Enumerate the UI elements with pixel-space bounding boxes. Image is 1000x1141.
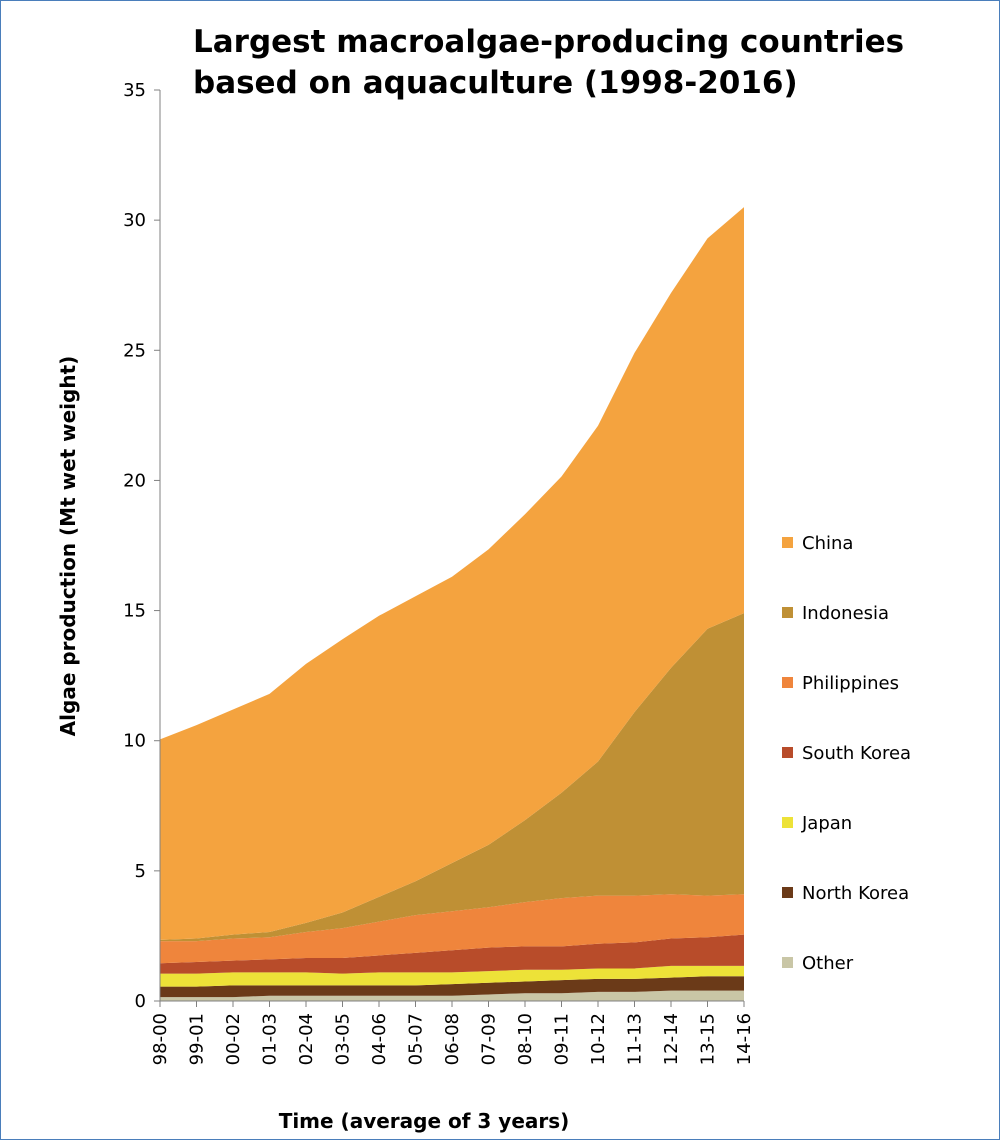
legend-label: Indonesia xyxy=(802,603,889,624)
y-axis-label: Algae production (Mt wet weight) xyxy=(56,356,80,737)
area-indonesia xyxy=(160,613,744,942)
legend-item-south-korea: South Korea xyxy=(782,743,911,764)
x-tick-label: 05-07 xyxy=(406,1013,427,1065)
area-philippines xyxy=(160,894,744,964)
legend-swatch xyxy=(782,607,793,618)
legend-item-indonesia: Indonesia xyxy=(782,603,889,624)
x-tick-label: 01-03 xyxy=(260,1013,281,1065)
y-tick-label: 25 xyxy=(123,340,146,361)
x-tick-label: 12-14 xyxy=(661,1013,682,1065)
chart-title-line1: Largest macroalgae-producing countries xyxy=(193,24,904,60)
legend-label: China xyxy=(802,533,853,554)
y-tick-label: 5 xyxy=(135,861,146,882)
x-tick-label: 14-16 xyxy=(734,1013,755,1065)
y-tick-label: 15 xyxy=(123,601,146,622)
x-tick-label: 09-11 xyxy=(552,1013,573,1065)
y-tick-label: 10 xyxy=(123,731,146,752)
legend-swatch xyxy=(782,957,793,968)
x-tick-label: 99-01 xyxy=(187,1013,208,1065)
y-tick-label: 0 xyxy=(135,991,146,1012)
y-tick-label: 30 xyxy=(123,210,146,231)
legend-label: South Korea xyxy=(802,743,911,764)
chart-title-line2: based on aquaculture (1998-2016) xyxy=(193,65,798,101)
area-south-korea xyxy=(160,934,744,974)
y-tick-label: 20 xyxy=(123,470,146,491)
legend-item-other: Other xyxy=(782,953,854,974)
legend-swatch xyxy=(782,677,793,688)
area-china xyxy=(160,207,744,940)
legend-item-china: China xyxy=(782,533,853,554)
legend-label: North Korea xyxy=(802,883,909,904)
legend-item-japan: Japan xyxy=(782,813,852,834)
x-tick-label: 02-04 xyxy=(296,1013,317,1065)
x-axis-label: Time (average of 3 years) xyxy=(279,1109,570,1133)
legend-item-north-korea: North Korea xyxy=(782,883,909,904)
x-tick-label: 04-06 xyxy=(369,1013,390,1065)
x-tick-label: 03-05 xyxy=(333,1013,354,1065)
x-tick-label: 13-15 xyxy=(698,1013,719,1065)
x-tick-label: 08-10 xyxy=(515,1013,536,1065)
x-tick-label: 06-08 xyxy=(442,1013,463,1065)
area-japan xyxy=(160,965,744,987)
legend-label: Japan xyxy=(801,813,852,834)
legend-swatch xyxy=(782,887,793,898)
legend-label: Other xyxy=(802,953,854,974)
legend-item-philippines: Philippines xyxy=(782,673,899,694)
legend-swatch xyxy=(782,747,793,758)
x-tick-label: 00-02 xyxy=(223,1013,244,1065)
legend: China Indonesia Philippines South Korea Japa… xyxy=(782,533,911,974)
x-axis-ticks: 98-00 99-01 00-02 01-03 02-04 03-05 04-06 05-07… xyxy=(150,1001,755,1065)
x-tick-label: 98-00 xyxy=(150,1013,171,1065)
y-tick-label: 35 xyxy=(123,80,146,101)
legend-label: Philippines xyxy=(802,673,899,694)
y-axis-ticks: 0 5 10 15 20 25 30 35 xyxy=(123,80,160,1012)
x-tick-label: 07-09 xyxy=(479,1013,500,1065)
legend-swatch xyxy=(782,537,793,548)
legend-swatch xyxy=(782,817,793,828)
x-tick-label: 10-12 xyxy=(588,1013,609,1065)
x-tick-label: 11-13 xyxy=(625,1013,646,1065)
area-layers xyxy=(160,207,744,1001)
area-north-korea xyxy=(160,976,744,998)
